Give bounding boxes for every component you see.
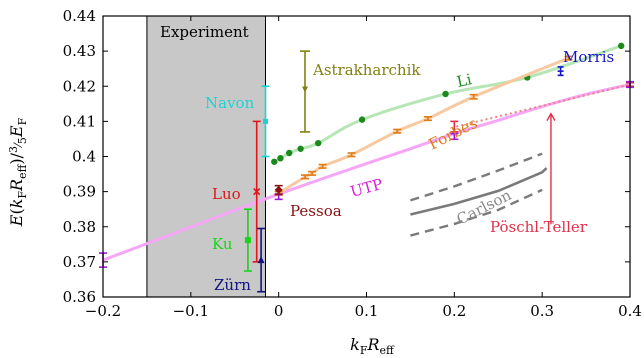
label-luo: Luo	[212, 185, 241, 203]
series-pessoa	[274, 184, 283, 195]
y-tick-label: 0.4	[72, 148, 96, 166]
carlson-upper-band	[410, 152, 543, 202]
y-tick-label: 0.41	[63, 112, 96, 130]
carlson-center-line	[410, 167, 548, 216]
x-tick-label: 0.1	[355, 302, 379, 320]
label-p-schl-teller: Pöschl-Teller	[490, 218, 588, 236]
li-point	[297, 145, 304, 152]
x-tick-label: −0.1	[173, 302, 209, 320]
label-li: Li	[455, 70, 473, 91]
series-forbes	[274, 55, 573, 196]
label-experiment: Experiment	[160, 23, 249, 41]
y-tick-label: 0.43	[63, 42, 96, 60]
label-pessoa: Pessoa	[290, 202, 342, 220]
label-astrakharchik: Astrakharchik	[312, 61, 421, 79]
poschl-teller-arrow-head	[546, 112, 556, 121]
li-point	[618, 42, 625, 50]
chart-background	[146, 15, 266, 298]
experiment-region	[146, 15, 266, 298]
series-zurn	[257, 227, 266, 293]
label-ku: Ku	[212, 235, 233, 253]
plot-frame	[102, 15, 631, 298]
li-point	[277, 155, 284, 162]
y-tick-label: 0.38	[63, 218, 96, 236]
chart-series	[99, 42, 634, 293]
pessoa-point	[274, 185, 283, 194]
li-point	[286, 149, 293, 157]
zurn-point	[257, 256, 265, 264]
y-tick-label: 0.42	[63, 77, 96, 95]
series-navon	[261, 85, 270, 158]
label-forbes: Forbes	[426, 114, 480, 154]
x-tick-label: 0.2	[442, 302, 466, 320]
utp-line	[102, 83, 631, 262]
label-morris: Morris	[563, 48, 614, 66]
carlson-lower-band	[410, 188, 543, 237]
x-tick-label: −0.2	[85, 302, 121, 320]
ku-point	[244, 237, 251, 244]
x-axis-label: kFReff	[350, 335, 395, 357]
x-tick-label: 0	[274, 302, 284, 320]
y-axis-label: E(kFReff)/3⁄5EF	[7, 117, 29, 227]
series-astrakharchik	[300, 50, 311, 133]
astrakharchik-point	[302, 86, 309, 93]
x-tick-label: 0.4	[618, 302, 642, 320]
chart-annotations: Experiment Astrakharchik Li Morris Navon Forb…	[160, 23, 614, 294]
y-tick-label: 0.36	[63, 288, 96, 306]
label-utp: UTP	[348, 175, 384, 201]
series-carlson	[410, 152, 548, 237]
chart-axes: −0.2 −0.1 0 0.1 0.2 0.3 0.4 0.36 0.37 0.38 0.39 0.4…	[63, 7, 642, 320]
label-navon: Navon	[205, 94, 255, 112]
y-tick-label: 0.37	[63, 253, 96, 271]
label-z-rn: Zürn	[214, 276, 251, 294]
y-tick-label: 0.39	[63, 183, 96, 201]
li-point	[442, 90, 449, 98]
y-tick-label: 0.44	[63, 7, 96, 25]
series-morris	[557, 66, 564, 77]
li-point	[358, 116, 366, 123]
luo-point	[253, 188, 261, 196]
li-point	[314, 139, 322, 147]
li-point	[271, 158, 278, 165]
navon-point	[262, 118, 268, 124]
svg-text:E(kFReff)/3⁄5EF: E(kFReff)/3⁄5EF	[7, 117, 29, 227]
x-tick-label: 0.3	[530, 302, 554, 320]
series-utp	[102, 83, 631, 262]
series-ku	[243, 208, 252, 272]
